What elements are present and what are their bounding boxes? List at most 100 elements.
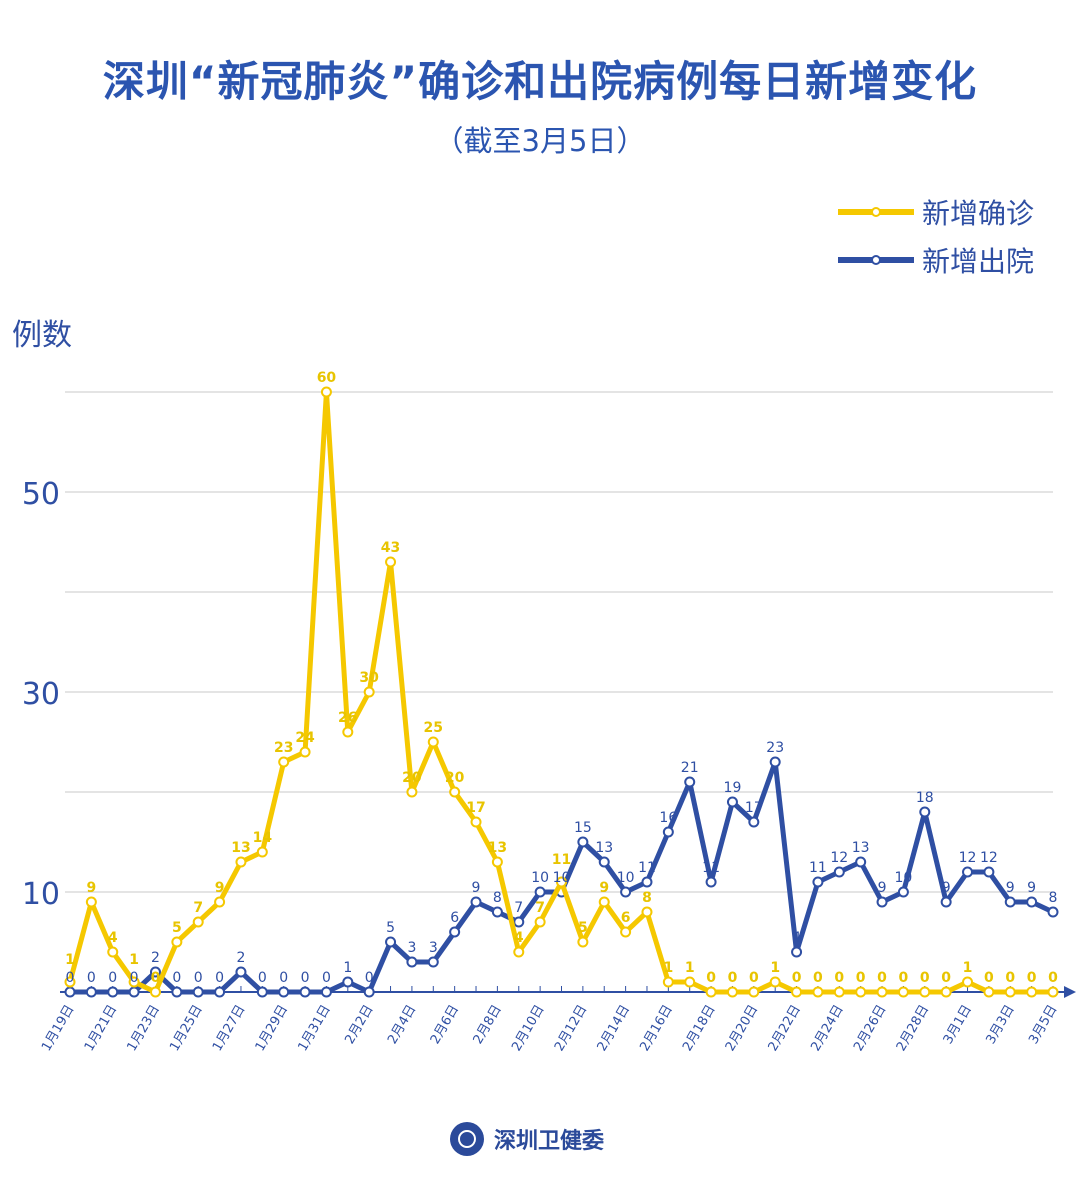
- data-point: [363, 986, 375, 998]
- data-label: 10: [894, 870, 912, 886]
- y-axis-label: 例数: [12, 318, 72, 353]
- x-tick-label: 2月6日: [428, 1003, 462, 1047]
- data-label: 0: [1005, 970, 1015, 986]
- data-label: 0: [258, 970, 267, 986]
- data-point: [235, 966, 247, 978]
- data-point: [85, 986, 97, 998]
- data-point: [769, 756, 781, 768]
- x-tick-label: 3月5日: [1026, 1003, 1060, 1047]
- data-point: [491, 856, 503, 868]
- data-point: [620, 886, 632, 898]
- data-point: [128, 986, 140, 998]
- data-label: 9: [599, 880, 609, 896]
- x-tick-label: 2月4日: [385, 1003, 419, 1047]
- data-label: 43: [381, 540, 400, 556]
- data-point: [363, 686, 375, 698]
- data-point: [919, 806, 931, 818]
- data-point: [64, 976, 76, 988]
- data-point: [299, 746, 311, 758]
- data-label: 9: [86, 880, 96, 896]
- y-tick-label: 10: [22, 877, 60, 912]
- data-label: 0: [151, 970, 161, 986]
- data-point: [919, 986, 931, 998]
- data-label: 3: [429, 940, 438, 956]
- data-label: 0: [301, 970, 310, 986]
- data-label: 17: [745, 800, 763, 816]
- data-point: [855, 856, 867, 868]
- data-point: [107, 986, 119, 998]
- data-point: [107, 946, 119, 958]
- data-point: [64, 986, 76, 998]
- data-label: 0: [706, 970, 716, 986]
- data-point: [705, 986, 717, 998]
- data-label: 0: [1027, 970, 1037, 986]
- data-point: [320, 986, 332, 998]
- x-tick-label: 3月1日: [941, 1003, 975, 1047]
- data-point: [427, 956, 439, 968]
- data-point: [171, 986, 183, 998]
- data-label: 25: [424, 720, 443, 736]
- data-label: 0: [920, 970, 930, 986]
- x-tick-label: 2月26日: [851, 1003, 889, 1055]
- legend-label: 新增出院: [922, 245, 1034, 278]
- data-point: [149, 986, 161, 998]
- x-tick-label: 2月20日: [723, 1003, 761, 1055]
- data-label: 0: [834, 970, 844, 986]
- data-label: 10: [531, 870, 549, 886]
- data-label: 3: [407, 940, 416, 956]
- data-label: 12: [959, 850, 977, 866]
- data-point: [620, 926, 632, 938]
- data-label: 0: [194, 970, 203, 986]
- data-label: 8: [493, 890, 502, 906]
- legend-label: 新增确诊: [922, 197, 1034, 230]
- legend-marker-icon: [871, 207, 881, 217]
- data-point: [726, 986, 738, 998]
- y-tick-label: 50: [22, 477, 60, 512]
- data-point: [1047, 906, 1059, 918]
- data-point: [833, 986, 845, 998]
- data-label: 0: [1048, 970, 1058, 986]
- data-point: [470, 896, 482, 908]
- data-label: 12: [830, 850, 848, 866]
- data-label: 7: [193, 900, 203, 916]
- data-label: 4: [514, 930, 524, 946]
- data-point: [641, 906, 653, 918]
- data-label: 9: [472, 880, 481, 896]
- data-point: [962, 866, 974, 878]
- data-point: [748, 816, 760, 828]
- data-point: [983, 986, 995, 998]
- data-point: [513, 946, 525, 958]
- data-point: [491, 906, 503, 918]
- data-point: [1004, 986, 1016, 998]
- x-tick-label: 2月16日: [637, 1003, 675, 1055]
- data-label: 20: [402, 770, 422, 786]
- data-label: 1: [685, 960, 695, 976]
- data-label: 21: [681, 760, 699, 776]
- footer-org: 深圳卫健委: [494, 1129, 605, 1154]
- data-point: [940, 896, 952, 908]
- data-label: 0: [108, 970, 117, 986]
- data-label: 8: [1049, 890, 1058, 906]
- data-label: 9: [942, 880, 951, 896]
- data-point: [128, 976, 140, 988]
- chart-subtitle: （截至3月5日）: [434, 124, 646, 158]
- data-point: [449, 786, 461, 798]
- data-point: [598, 856, 610, 868]
- data-point: [406, 956, 418, 968]
- x-tick-label: 2月10日: [509, 1003, 547, 1055]
- data-point: [812, 876, 824, 888]
- data-point: [598, 896, 610, 908]
- data-point: [85, 896, 97, 908]
- data-point: [299, 986, 311, 998]
- data-label: 9: [878, 880, 887, 896]
- data-point: [833, 866, 845, 878]
- data-point: [769, 976, 781, 988]
- data-point: [171, 936, 183, 948]
- data-label: 5: [386, 920, 395, 936]
- data-label: 11: [638, 860, 656, 876]
- data-point: [983, 866, 995, 878]
- data-point: [897, 986, 909, 998]
- data-label: 13: [595, 840, 613, 856]
- data-label: 0: [215, 970, 224, 986]
- data-point: [342, 976, 354, 988]
